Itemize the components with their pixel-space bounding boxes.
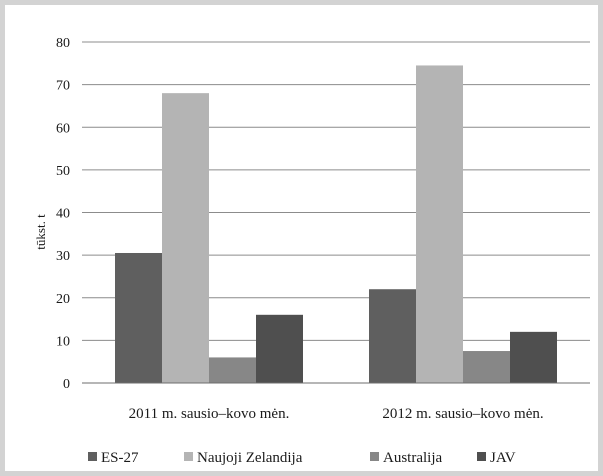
legend-label: Naujoji Zelandija (197, 450, 303, 466)
legend-label: JAV (490, 450, 516, 466)
legend-item: ES-27 (88, 450, 139, 466)
y-tick-label: 20 (56, 292, 70, 307)
bar (416, 65, 463, 383)
bar (510, 331, 557, 383)
y-tick-label: 40 (56, 207, 70, 222)
legend-label: ES-27 (101, 450, 139, 466)
bar (115, 252, 162, 383)
bar (463, 351, 510, 383)
y-axis-ticks: 0 10 20 30 40 50 60 70 80 (56, 36, 70, 392)
legend-item: JAV (477, 450, 516, 466)
legend: ES-27 Naujoji Zelandija Australija JAV (88, 450, 516, 466)
legend-swatch (184, 452, 193, 461)
y-tick-label: 50 (56, 164, 70, 179)
x-category-label: 2012 m. sausio–kovo mėn. (382, 406, 543, 422)
legend-label: Australija (383, 450, 442, 466)
y-tick-label: 30 (56, 249, 70, 264)
legend-swatch (477, 452, 486, 461)
bar (162, 93, 209, 384)
legend-swatch (370, 452, 379, 461)
x-category-label: 2011 m. sausio–kovo mėn. (129, 406, 290, 422)
bar (209, 357, 256, 383)
bar (256, 314, 303, 383)
y-tick-label: 60 (56, 121, 70, 136)
legend-item: Australija (370, 450, 442, 466)
legend-swatch (88, 452, 97, 461)
bars (115, 65, 557, 384)
y-tick-label: 80 (56, 36, 70, 51)
y-tick-label: 10 (56, 334, 70, 349)
y-axis-label: tūkst. t (33, 214, 48, 250)
legend-item: Naujoji Zelandija (184, 450, 303, 466)
x-axis-categories: 2011 m. sausio–kovo mėn. 2012 m. sausio–k… (129, 406, 544, 422)
y-tick-label: 70 (56, 79, 70, 94)
y-tick-label: 0 (63, 377, 70, 392)
bar (369, 289, 416, 383)
